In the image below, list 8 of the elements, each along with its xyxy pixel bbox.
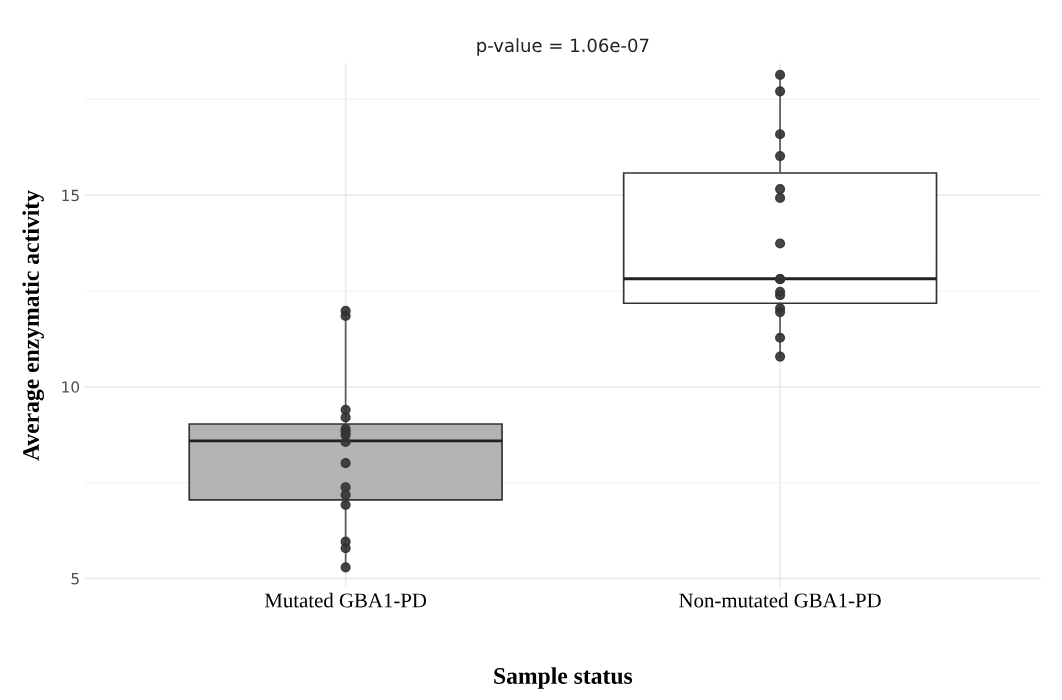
y-tick-label: 10 xyxy=(62,381,80,393)
x-axis-title: Sample status xyxy=(494,667,633,689)
chart-title: p-value = 1.06e-07 xyxy=(477,38,649,56)
x-tick-label: Mutated GBA1-PD xyxy=(264,592,427,608)
y-tick-label: 5 xyxy=(71,573,79,585)
y-axis-title: Average enzymatic activity xyxy=(22,190,44,461)
y-tick-label: 15 xyxy=(62,189,79,202)
x-tick-label: Non-mutated GBA1-PD xyxy=(679,592,881,608)
